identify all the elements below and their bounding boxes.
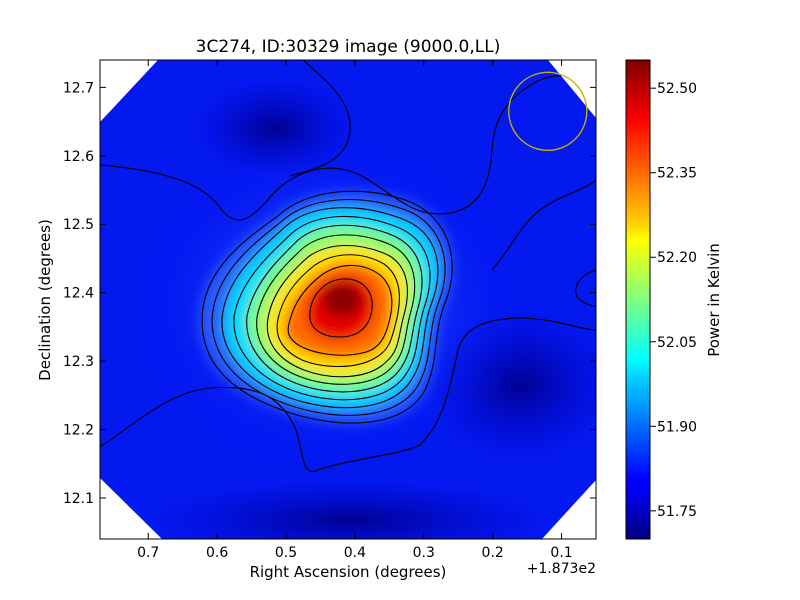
contour-4 bbox=[233, 215, 431, 401]
colorbar-tick-label: 52.50 bbox=[657, 81, 697, 97]
x-tick-label: 0.3 bbox=[413, 545, 435, 561]
x-tick-label: 0.5 bbox=[275, 545, 297, 561]
contour-9 bbox=[287, 264, 393, 356]
y-axis-label: Declination (degrees) bbox=[36, 219, 54, 381]
emission-blob bbox=[200, 191, 453, 424]
contour-1 bbox=[201, 190, 453, 424]
beam-circle bbox=[508, 71, 588, 151]
x-tick-label: 0.6 bbox=[206, 545, 228, 561]
colorbar-tick-label: 52.05 bbox=[657, 335, 697, 351]
contour-7 bbox=[266, 244, 408, 378]
x-tick-label: 0.1 bbox=[550, 545, 572, 561]
x-axis-ticks: 0.7 0.6 0.5 0.4 0.3 0.2 0.1 bbox=[137, 60, 573, 561]
contour-outer bbox=[491, 179, 596, 271]
contour-6 bbox=[256, 234, 416, 385]
contour-outer bbox=[100, 317, 596, 473]
axes-frame bbox=[99, 59, 597, 540]
x-tick-label: 0.7 bbox=[137, 545, 159, 561]
y-axis-ticks: 12.7 12.6 12.5 12.4 12.3 12.2 12.1 bbox=[63, 80, 596, 507]
y-tick-label: 12.7 bbox=[63, 80, 94, 96]
contour-10 bbox=[309, 278, 373, 338]
blank-corner-bottom-right bbox=[542, 480, 596, 539]
y-tick-label: 12.2 bbox=[63, 423, 94, 439]
contour-outer bbox=[100, 75, 596, 221]
heatmap-area bbox=[100, 60, 596, 539]
contour-lines bbox=[100, 60, 596, 473]
contour-8 bbox=[276, 254, 400, 367]
dark-region-bottom bbox=[150, 480, 550, 539]
contour-3 bbox=[221, 207, 439, 409]
y-tick-label: 12.4 bbox=[63, 286, 94, 302]
colorbar-tick-label: 52.20 bbox=[657, 250, 697, 266]
contour-outer bbox=[289, 60, 351, 177]
blank-corner-top-left bbox=[100, 60, 158, 122]
colorbar-label: Power in Kelvin bbox=[705, 243, 723, 357]
colorbar-tick-label: 51.90 bbox=[657, 419, 697, 435]
chart-title: 3C274, ID:30329 image (9000.0,LL) bbox=[196, 37, 501, 57]
blank-corner-bottom-left bbox=[100, 478, 162, 539]
y-tick-label: 12.6 bbox=[63, 149, 94, 165]
contour-5 bbox=[246, 224, 423, 393]
y-tick-label: 12.5 bbox=[63, 217, 94, 233]
x-tick-label: 0.2 bbox=[482, 545, 504, 561]
x-tick-label: 0.4 bbox=[344, 545, 366, 561]
contour-outer bbox=[575, 269, 596, 307]
colorbar-ticks: 52.50 52.35 52.20 52.05 51.90 51.75 bbox=[650, 81, 697, 520]
y-tick-label: 12.3 bbox=[63, 354, 94, 370]
y-tick-label: 12.1 bbox=[63, 491, 94, 507]
contour-2 bbox=[211, 198, 446, 416]
x-axis-label: Right Ascension (degrees) bbox=[250, 563, 447, 581]
colorbar bbox=[625, 59, 651, 540]
x-offset-label: +1.873e2 bbox=[527, 561, 596, 577]
colorbar-tick-label: 52.35 bbox=[657, 166, 697, 182]
colorbar-tick-label: 51.75 bbox=[657, 504, 697, 520]
